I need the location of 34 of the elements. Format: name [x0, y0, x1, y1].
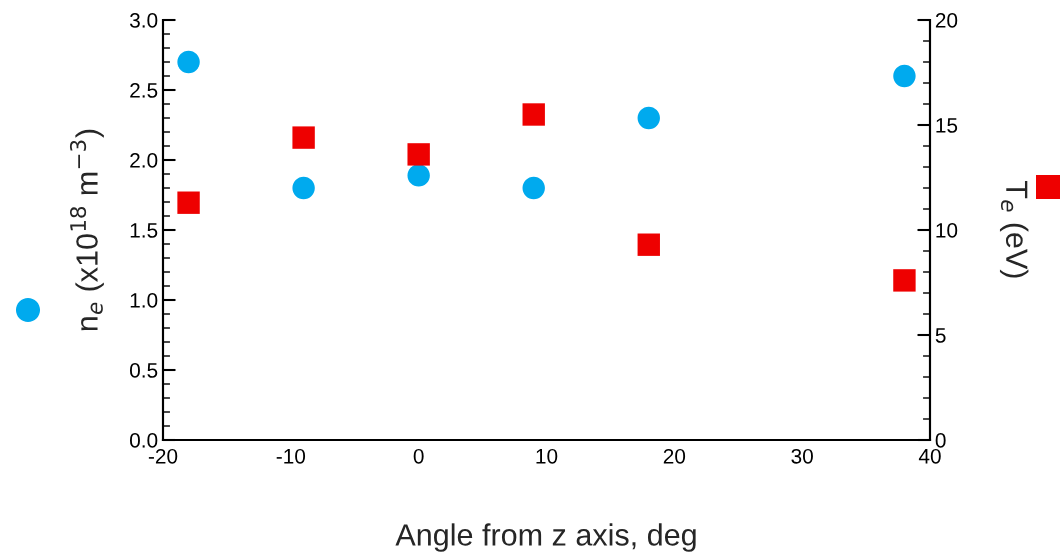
x-tick-label: -20: [148, 448, 178, 464]
y2-tick-label: 0: [935, 433, 946, 448]
point: [177, 50, 200, 74]
y-tick-label: 2.5: [130, 83, 158, 98]
x-tick-label: 0: [413, 448, 424, 464]
y-tick-label: 0.0: [129, 433, 158, 448]
y2-tick-label: 20: [935, 13, 958, 28]
y-axis-title: n$_{e}$ (x10$^{18}$ m$^{−3}$): [69, 129, 104, 331]
x-tick-label: 20: [663, 448, 686, 464]
point: [522, 103, 545, 126]
y2-tick-label: 5: [935, 328, 946, 343]
y-tick-label: 0.5: [129, 363, 158, 378]
y-tick-label: 1.0: [130, 293, 158, 308]
point: [637, 106, 660, 130]
x-axis-title: Angle from z axis, deg: [395, 523, 696, 552]
point: [407, 164, 430, 187]
point: [893, 269, 916, 292]
y-tick-label: 3.0: [129, 13, 158, 28]
x-tick-label: 10: [536, 448, 558, 464]
y-tick-label: 1.5: [130, 223, 158, 238]
x-tick-label: 40: [918, 448, 941, 464]
point: [637, 233, 660, 256]
point: [177, 191, 200, 214]
y2-axis-title: T$_{e}$ (eV): [999, 181, 1029, 278]
y-tick-label: 2.0: [130, 153, 158, 168]
point: [407, 143, 430, 166]
y2-tick-label: 10: [936, 223, 958, 238]
x-tick-label: 30: [791, 448, 813, 464]
point: [522, 176, 545, 200]
y2-tick-label: 15: [936, 118, 958, 133]
x-tick-label: -10: [276, 448, 306, 464]
point: [292, 126, 315, 149]
point: [292, 176, 315, 200]
point: [893, 64, 916, 88]
